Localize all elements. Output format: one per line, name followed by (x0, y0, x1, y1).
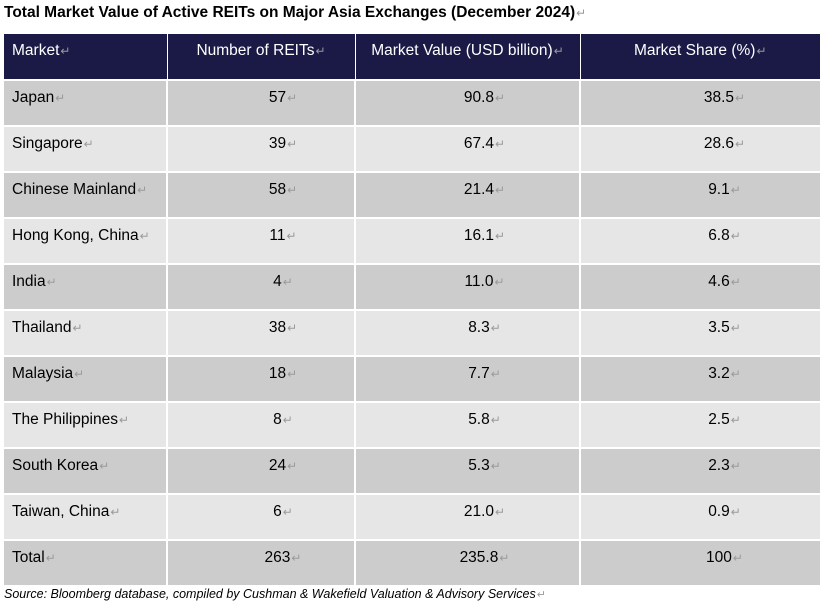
cell-market-share: 0.9↵ (580, 494, 820, 541)
table-row: India↵ 4↵ 11.0↵ 4.6↵ (4, 264, 820, 311)
cell-market-share: 9.1↵ (580, 172, 820, 219)
cell-number-of-reits: 18↵ (167, 356, 356, 403)
table-row: Malaysia↵ 18↵ 7.7↵ 3.2↵ (4, 356, 820, 403)
column-header-number-of-reits: Number of REITs↵ (167, 34, 356, 81)
cell-number-of-reits: 24↵ (167, 448, 356, 495)
table-row: Hong Kong, China↵ 11↵ 16.1↵ 6.8↵ (4, 218, 820, 265)
cell-market-share: 6.8↵ (580, 218, 820, 265)
cell-market-share: 3.5↵ (580, 310, 820, 357)
cell-market-value: 90.8↵ (355, 80, 581, 127)
cell-market-value: 16.1↵ (355, 218, 581, 265)
cell-number-of-reits: 8↵ (167, 402, 356, 449)
cell-market-value: 21.0↵ (355, 494, 581, 541)
cell-market: Japan↵ (4, 80, 168, 127)
cell-number-of-reits: 38↵ (167, 310, 356, 357)
cell-market-value: 235.8↵ (355, 540, 581, 587)
cell-market: Taiwan, China↵ (4, 494, 168, 541)
column-header-market-share: Market Share (%)↵ (580, 34, 820, 81)
cell-market-share: 3.2↵ (580, 356, 820, 403)
table-row: South Korea↵ 24↵ 5.3↵ 2.3↵ (4, 448, 820, 495)
cell-number-of-reits: 6↵ (167, 494, 356, 541)
cell-market-share: 2.3↵ (580, 448, 820, 495)
cell-market: South Korea↵ (4, 448, 168, 495)
cell-number-of-reits: 39↵ (167, 126, 356, 173)
cell-number-of-reits: 57↵ (167, 80, 356, 127)
cell-market-share: 100↵ (580, 540, 820, 587)
cell-market: India↵ (4, 264, 168, 311)
cell-market-value: 21.4↵ (355, 172, 581, 219)
cell-market-value: 5.8↵ (355, 402, 581, 449)
total-row: Total↵ 263↵ 235.8↵ 100↵ (4, 540, 820, 587)
table-row: Thailand↵ 38↵ 8.3↵ 3.5↵ (4, 310, 820, 357)
cell-market-share: 4.6↵ (580, 264, 820, 311)
cell-market: Singapore↵ (4, 126, 168, 173)
cell-market-value: 7.7↵ (355, 356, 581, 403)
table-title: Total Market Value of Active REITs on Ma… (4, 4, 587, 21)
column-header-market: Market↵ (4, 34, 168, 81)
column-header-market-value: Market Value (USD billion)↵ (355, 34, 581, 81)
table-row: Japan↵ 57↵ 90.8↵ 38.5↵ (4, 80, 820, 127)
table-row: Taiwan, China↵ 6↵ 21.0↵ 0.9↵ (4, 494, 820, 541)
paragraph-mark: ↵ (576, 6, 587, 20)
table-body: Japan↵ 57↵ 90.8↵ 38.5↵ Singapore↵ 39↵ 67.4↵ 28.… (4, 80, 820, 587)
table-header-row: Market↵ Number of REITs↵ Market Value (U… (4, 34, 820, 81)
reit-table: Market↵ Number of REITs↵ Market Value (U… (4, 34, 820, 587)
cell-number-of-reits: 263↵ (167, 540, 356, 587)
cell-number-of-reits: 58↵ (167, 172, 356, 219)
table-row: Chinese Mainland↵ 58↵ 21.4↵ 9.1↵ (4, 172, 820, 219)
cell-market-share: 2.5↵ (580, 402, 820, 449)
cell-number-of-reits: 4↵ (167, 264, 356, 311)
cell-market-value: 67.4↵ (355, 126, 581, 173)
cell-market: Chinese Mainland↵ (4, 172, 168, 219)
cell-market-value: 8.3↵ (355, 310, 581, 357)
cell-market-share: 28.6↵ (580, 126, 820, 173)
cell-market-share: 38.5↵ (580, 80, 820, 127)
cell-market: The Philippines↵ (4, 402, 168, 449)
cell-market: Thailand↵ (4, 310, 168, 357)
cell-market-value: 11.0↵ (355, 264, 581, 311)
cell-market: Malaysia↵ (4, 356, 168, 403)
cell-market-value: 5.3↵ (355, 448, 581, 495)
cell-market: Total↵ (4, 540, 168, 587)
cell-market: Hong Kong, China↵ (4, 218, 168, 265)
table-row: Singapore↵ 39↵ 67.4↵ 28.6↵ (4, 126, 820, 173)
source-note: Source: Bloomberg database, compiled by … (4, 587, 546, 601)
table-row: The Philippines↵ 8↵ 5.8↵ 2.5↵ (4, 402, 820, 449)
cell-number-of-reits: 11↵ (167, 218, 356, 265)
